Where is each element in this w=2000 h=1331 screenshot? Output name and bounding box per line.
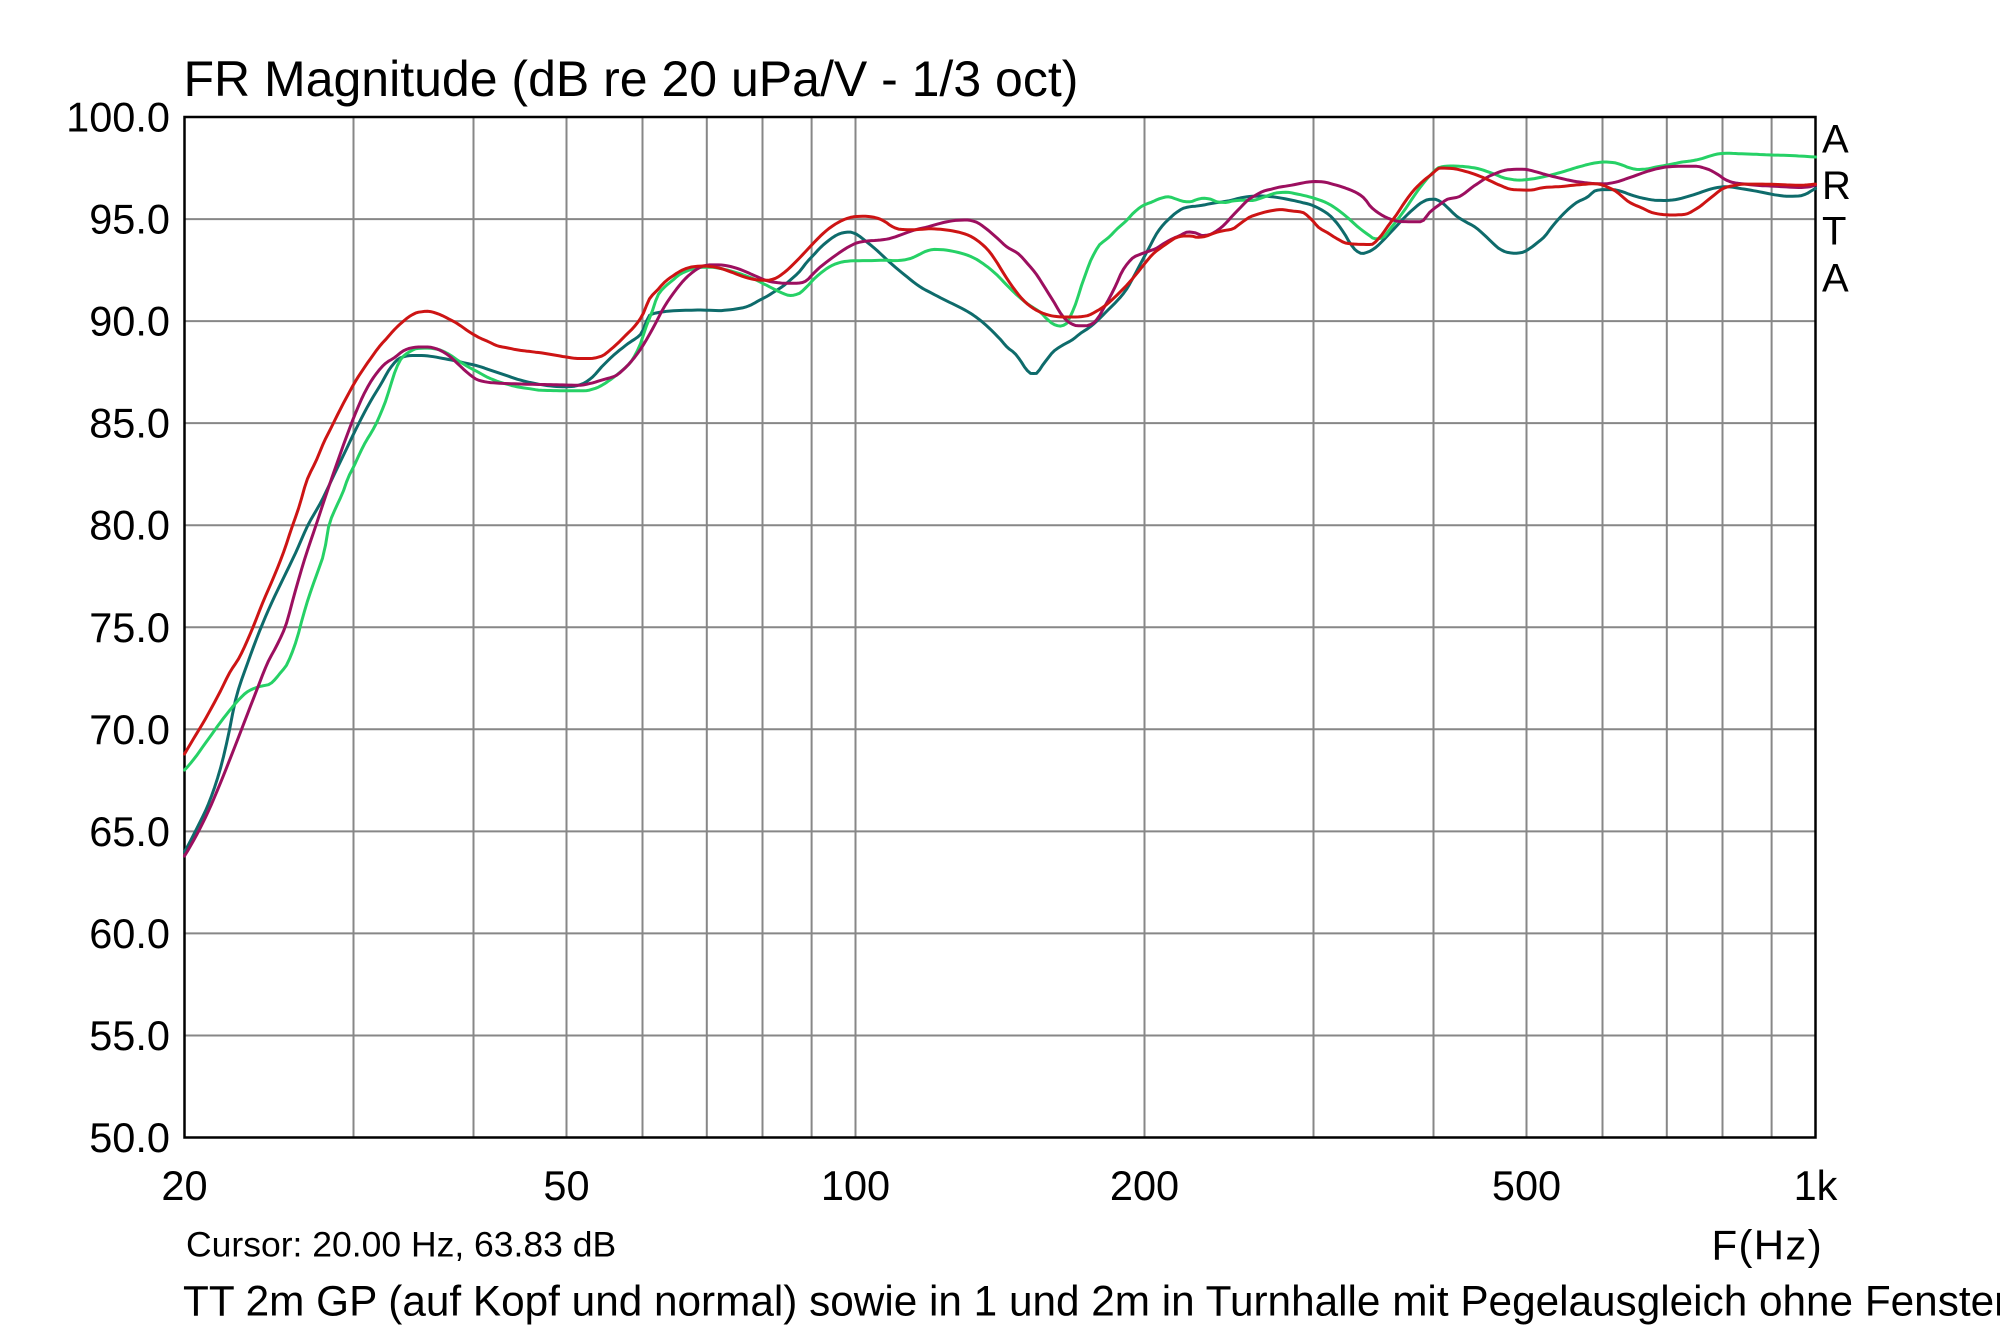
svg-text:TT 2m GP (auf Kopf und normal): TT 2m GP (auf Kopf und normal) sowie in …: [183, 1278, 2000, 1325]
svg-text:65.0: 65.0: [89, 808, 170, 855]
svg-text:F(Hz): F(Hz): [1712, 1222, 1823, 1269]
svg-text:80.0: 80.0: [89, 502, 170, 549]
svg-text:95.0: 95.0: [89, 196, 170, 243]
svg-text:A: A: [1822, 118, 1849, 162]
svg-text:Cursor: 20.00 Hz, 63.83 dB: Cursor: 20.00 Hz, 63.83 dB: [186, 1225, 616, 1265]
svg-text:T: T: [1822, 210, 1846, 254]
svg-text:55.0: 55.0: [89, 1012, 170, 1059]
svg-text:1k: 1k: [1794, 1162, 1838, 1209]
svg-text:100: 100: [821, 1162, 890, 1209]
svg-text:A: A: [1822, 257, 1849, 301]
svg-text:FR Magnitude (dB re 20 uPa/V -: FR Magnitude (dB re 20 uPa/V - 1/3 oct): [184, 51, 1079, 107]
svg-text:90.0: 90.0: [89, 298, 170, 345]
svg-text:60.0: 60.0: [89, 910, 170, 957]
svg-text:100.0: 100.0: [66, 94, 170, 141]
svg-text:70.0: 70.0: [89, 706, 170, 753]
svg-text:85.0: 85.0: [89, 400, 170, 447]
svg-text:200: 200: [1110, 1162, 1179, 1209]
svg-text:50: 50: [543, 1162, 589, 1209]
svg-text:20: 20: [161, 1162, 207, 1209]
svg-text:50.0: 50.0: [89, 1114, 170, 1161]
svg-text:500: 500: [1492, 1162, 1561, 1209]
svg-text:R: R: [1822, 164, 1851, 208]
svg-text:75.0: 75.0: [89, 604, 170, 651]
